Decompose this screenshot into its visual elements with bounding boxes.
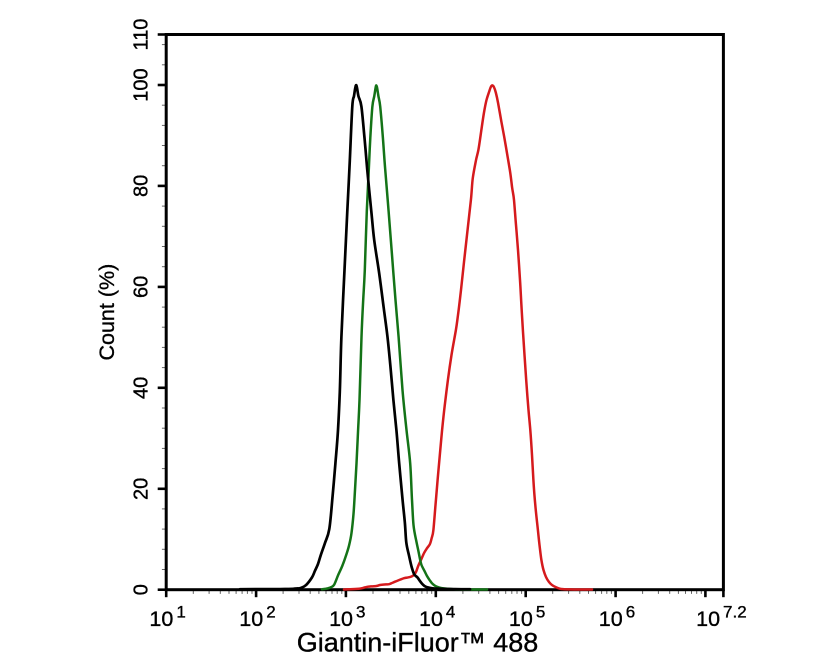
svg-text:60: 60 <box>131 276 153 298</box>
svg-text:40: 40 <box>131 377 153 399</box>
svg-text:110: 110 <box>131 19 153 51</box>
svg-text:Giantin-iFluor™ 488: Giantin-iFluor™ 488 <box>297 628 539 658</box>
svg-text:0: 0 <box>131 584 153 595</box>
svg-text:20: 20 <box>131 478 153 500</box>
svg-text:Count (%): Count (%) <box>95 264 119 361</box>
svg-text:80: 80 <box>131 175 153 197</box>
svg-text:100: 100 <box>131 68 153 101</box>
svg-text:102: 10 2 <box>239 603 275 632</box>
